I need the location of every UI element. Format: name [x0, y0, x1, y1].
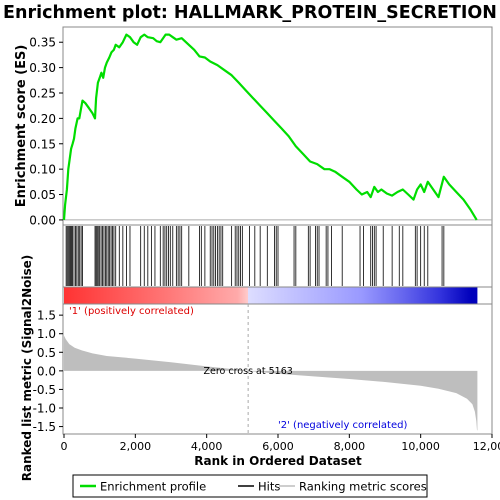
- es-y-tick-label: 0.05: [29, 188, 56, 202]
- es-y-tick-label: 0.00: [29, 213, 56, 227]
- legend-label-enrichment-profile: Enrichment profile: [100, 480, 206, 494]
- x-tick-label: 10,000: [401, 440, 440, 453]
- es-panel-frame: [62, 26, 493, 226]
- metric-y-tick-label: 1.5: [37, 309, 56, 323]
- es-y-axis: 0.00 0.05 0.10 0.15 0.20 0.25 0.30 0.35: [29, 36, 63, 227]
- es-y-tick-label: 0.15: [29, 137, 56, 151]
- hits-panel: [62, 224, 493, 305]
- es-y-tick-label: 0.35: [29, 36, 56, 50]
- x-tick-label: 6,000: [262, 440, 294, 453]
- metric-y-tick-label: 0.0: [37, 364, 56, 378]
- ranking-metric-area: [64, 335, 478, 431]
- legend-label-hits: Hits: [258, 480, 280, 494]
- metric-y-tick-label: 1.0: [37, 327, 56, 341]
- metric-y-axis-label: Ranked list metric (Signal2Noise): [20, 255, 34, 482]
- x-tick-label: 2,000: [120, 440, 152, 453]
- metric-y-tick-label: 0.5: [37, 346, 56, 360]
- es-y-tick-label: 0.10: [29, 163, 56, 177]
- chart-title: Enrichment plot: HALLMARK_PROTEIN_SECRET…: [3, 3, 497, 23]
- x-tick-label: 4,000: [191, 440, 223, 453]
- legend: Enrichment profile Hits Ranking metric s…: [72, 474, 428, 498]
- metric-panel: Zero cross at 5163 '1' (positively corre…: [20, 255, 500, 482]
- x-tick-label: 12,000: [473, 440, 500, 453]
- es-y-axis-label: Enrichment score (ES): [14, 45, 29, 208]
- es-y-tick-label: 0.30: [29, 61, 56, 75]
- positive-correlation-label: '1' (positively correlated): [69, 306, 194, 317]
- es-panel: 0.00 0.05 0.10 0.15 0.20 0.25 0.30 0.35 Enrichm…: [14, 26, 493, 227]
- metric-x-axis: 0 2,000 4,000 6,000 8,000 10,000 12,000: [61, 434, 500, 453]
- metric-y-tick-label: -0.5: [33, 383, 56, 397]
- es-y-tick-label: 0.25: [29, 87, 56, 101]
- enrichment-profile-line: [62, 33, 478, 221]
- ranking-color-bar: [64, 287, 478, 304]
- metric-y-axis: -1.5 -1.0 -0.5 0.0 0.5 1.0 1.5: [33, 309, 63, 434]
- x-tick-label: 8,000: [334, 440, 366, 453]
- metric-y-tick-label: -1.0: [33, 402, 56, 416]
- metric-y-tick-label: -1.5: [33, 420, 56, 434]
- es-y-tick-label: 0.20: [29, 112, 56, 126]
- x-axis-label: Rank in Ordered Dataset: [194, 454, 362, 468]
- negative-correlation-label: '2' (negatively correlated): [278, 420, 407, 431]
- x-tick-label: 0: [61, 440, 68, 453]
- zero-cross-label: Zero cross at 5163: [204, 366, 293, 377]
- hit-lines: [65, 226, 445, 286]
- legend-label-ranking-metric: Ranking metric scores: [299, 480, 427, 494]
